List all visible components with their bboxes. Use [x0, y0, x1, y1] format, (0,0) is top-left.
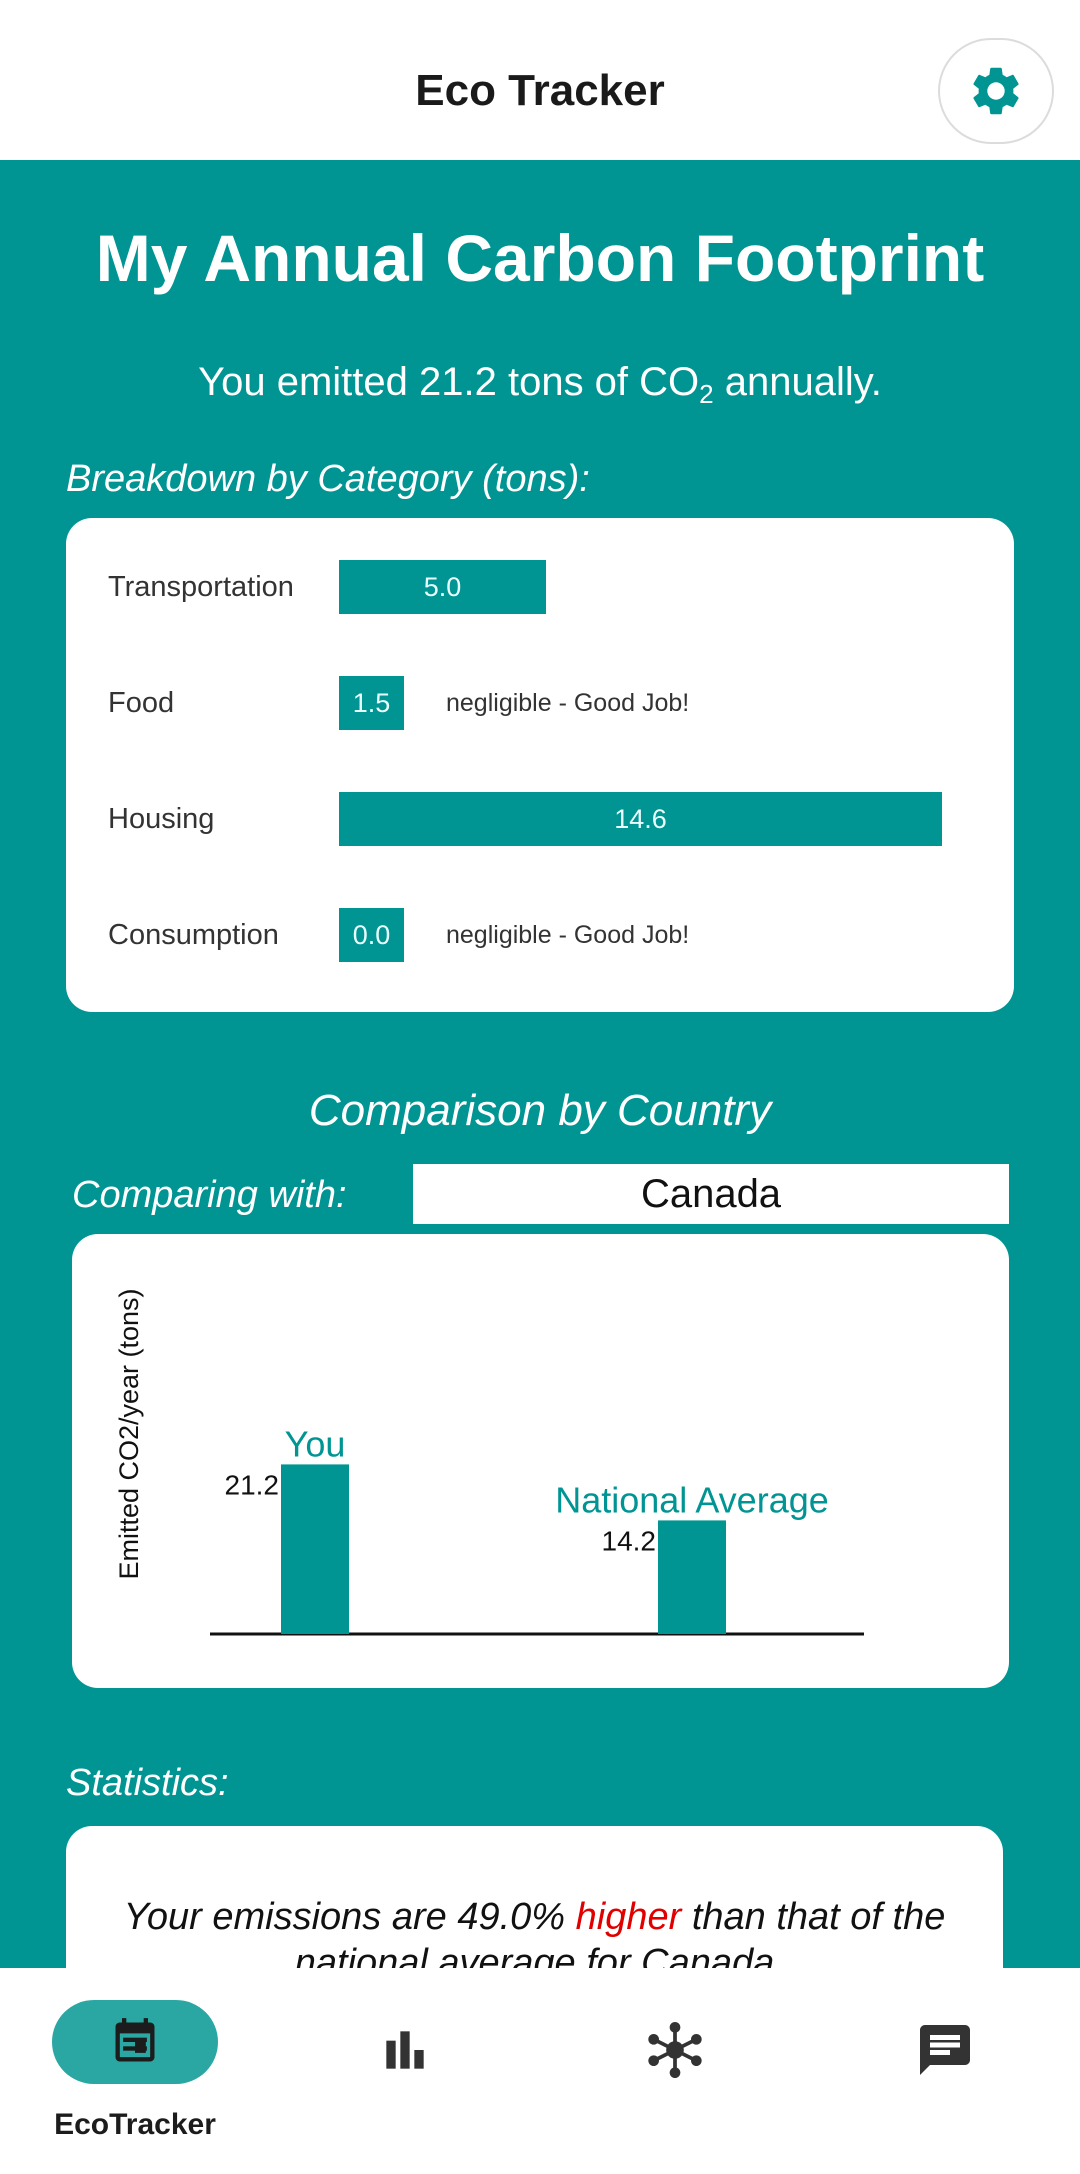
statistics-card: Your emissions are 49.0% higher than tha… [66, 1826, 1003, 1968]
nav-item-network[interactable] [540, 1968, 810, 2174]
category-name: Housing [108, 803, 215, 835]
category-label: You [285, 1423, 346, 1464]
page-title: My Annual Carbon Footprint [95, 221, 985, 295]
comparison-title: Comparison by Country [308, 1086, 772, 1135]
breakdown-label: Breakdown by Category (tons): [66, 458, 590, 500]
calendar-icon [115, 2018, 155, 2062]
comparison-chart-card: Emitted CO2/year (tons) You 21.2 National … [72, 1234, 1009, 1688]
category-bar: 14.6 [339, 792, 942, 846]
category-name: Transportation [108, 571, 294, 603]
summary-subscript: 2 [699, 379, 714, 409]
country-select[interactable]: Canada [413, 1164, 1009, 1224]
stats-highlight: higher [575, 1896, 682, 1938]
network-icon [648, 2022, 702, 2078]
bar-national-average [658, 1520, 726, 1634]
gear-icon [973, 67, 1019, 115]
statistics-text: Your emissions are 49.0% higher than tha… [106, 1894, 963, 1968]
top-app-bar: Eco Tracker [0, 0, 1080, 160]
bar-you [281, 1464, 349, 1634]
statistics-label: Statistics: [66, 1762, 229, 1804]
app-title: Eco Tracker [415, 66, 665, 115]
bottom-navigation: EcoTracker [0, 1968, 1080, 2174]
nav-item-statistics[interactable] [270, 1968, 540, 2174]
value-label: 21.2 [225, 1469, 280, 1500]
category-name: Consumption [108, 919, 279, 951]
category-name: Food [108, 687, 175, 719]
breakdown-row-housing: Housing 14.6 [66, 792, 1014, 846]
nav-item-chat[interactable] [810, 1968, 1080, 2174]
breakdown-row-food: Food 1.5 negligible - Good Job! [66, 676, 1014, 730]
main-content[interactable]: My Annual Carbon Footprint You emitted 2… [0, 160, 1080, 1968]
category-bar: 0.0 [339, 908, 404, 962]
stats-prefix: Your emissions are 49.0% [123, 1896, 576, 1938]
category-note: negligible - Good Job! [446, 921, 690, 949]
category-bar: 5.0 [339, 560, 546, 614]
category-label: National Average [555, 1479, 829, 1520]
value-label: 14.2 [602, 1525, 657, 1556]
nav-item-ecotracker[interactable]: EcoTracker [0, 1968, 270, 2174]
y-axis-label: Emitted CO2/year (tons) [114, 1288, 144, 1579]
stats-suffix: than that of the national average for Ca… [294, 1896, 946, 1968]
summary-prefix: You emitted 21.2 tons of CO [198, 360, 700, 404]
category-bar: 1.5 [339, 676, 404, 730]
breakdown-row-consumption: Consumption 0.0 negligible - Good Job! [66, 908, 1014, 962]
settings-button[interactable] [938, 38, 1054, 144]
bar-chart-icon [386, 2031, 424, 2069]
nav-label: EcoTracker [54, 2108, 216, 2141]
emission-summary: You emitted 21.2 tons of CO2 annually. [0, 360, 1080, 410]
nav-active-indicator [52, 2000, 218, 2084]
chat-icon [920, 2025, 970, 2075]
breakdown-row-transportation: Transportation 5.0 [66, 560, 1014, 614]
category-note: negligible - Good Job! [446, 689, 690, 717]
summary-suffix: annually. [713, 360, 882, 404]
comparing-with-label: Comparing with: [72, 1174, 347, 1216]
breakdown-card: Transportation 5.0 Food 1.5 negligible -… [66, 518, 1014, 1012]
